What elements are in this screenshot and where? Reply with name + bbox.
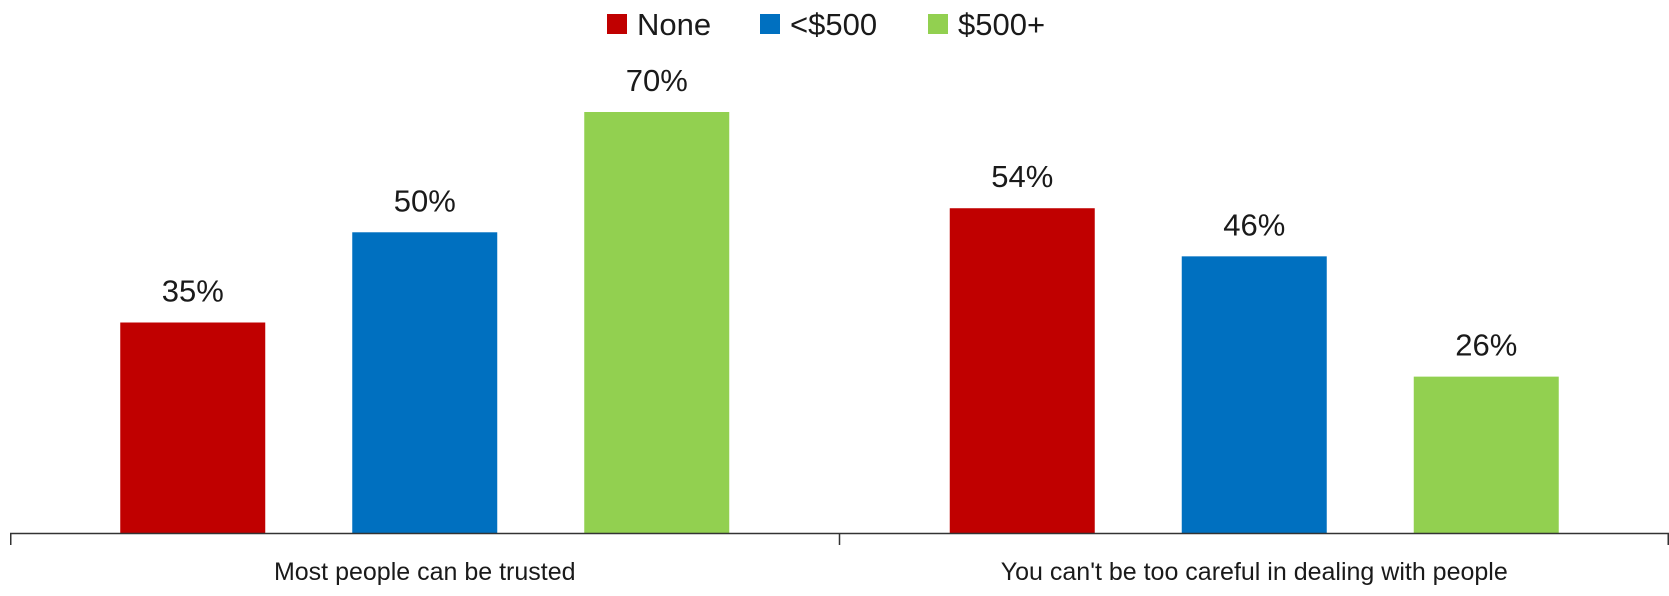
legend: None <$500 $500+: [607, 7, 1045, 42]
bar-0-1: [352, 232, 498, 534]
bar-0-2: [584, 112, 730, 533]
bars: [120, 112, 1559, 534]
legend-label-1: <$500: [790, 7, 877, 42]
legend-swatch-0: [607, 14, 627, 34]
value-label-0-0: 35%: [162, 274, 224, 309]
value-label-0-2: 70%: [626, 63, 688, 98]
legend-swatch-1: [760, 14, 780, 34]
category-label-0: Most people can be trusted: [274, 558, 576, 586]
bar-1-2: [1413, 376, 1559, 533]
legend-label-0: None: [637, 7, 711, 42]
value-label-0-1: 50%: [394, 183, 456, 218]
category-label-1: You can't be too careful in dealing with…: [1001, 558, 1508, 586]
legend-label-2: $500+: [958, 7, 1045, 42]
bar-0-0: [120, 322, 266, 533]
bar-1-1: [1181, 256, 1327, 533]
value-labels: 35% 50% 70% 54% 46% 26%: [162, 63, 1518, 363]
legend-swatch-2: [928, 14, 948, 34]
value-label-1-0: 54%: [991, 159, 1053, 194]
bar-1-0: [949, 208, 1095, 533]
value-label-1-1: 46%: [1223, 207, 1285, 242]
x-axis: [10, 532, 1669, 545]
value-label-1-2: 26%: [1455, 328, 1517, 363]
category-labels: Most people can be trusted You can't be t…: [274, 558, 1508, 586]
